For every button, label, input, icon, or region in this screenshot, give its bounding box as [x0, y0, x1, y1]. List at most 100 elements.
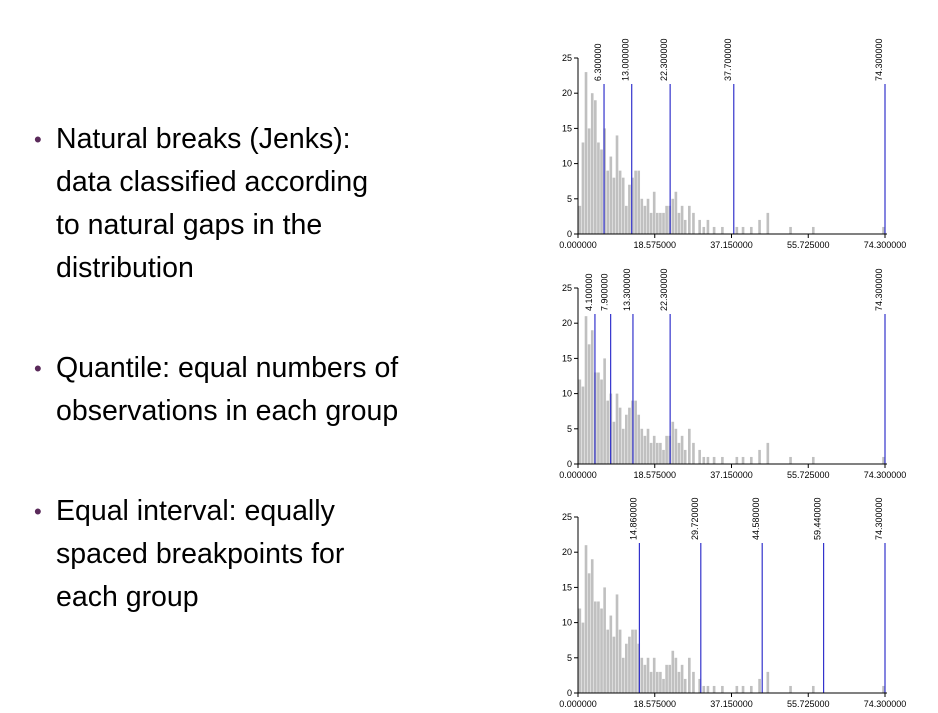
histogram-bar	[811, 456, 815, 464]
histogram-bar	[612, 636, 616, 693]
histogram-bar	[683, 219, 687, 234]
break-label: 4.100000	[584, 274, 594, 312]
histogram-bar	[625, 414, 628, 464]
y-tick-label: 20	[562, 318, 572, 328]
y-tick-label: 5	[567, 653, 572, 663]
y-tick-label: 10	[562, 159, 572, 169]
histogram-bar	[597, 372, 600, 464]
histogram-bar	[621, 657, 625, 693]
histogram-bar	[612, 177, 616, 234]
x-tick-label: 55.725000	[787, 699, 830, 709]
x-tick-label: 18.575000	[633, 699, 676, 709]
histogram-bar	[618, 407, 622, 464]
histogram-bar	[706, 456, 710, 464]
histogram-bar	[606, 400, 610, 464]
x-tick-label: 37.150000	[710, 240, 753, 250]
y-tick-label: 25	[562, 283, 572, 293]
histogram-bar	[749, 685, 753, 693]
x-tick-label: 37.150000	[710, 699, 753, 709]
histogram-bar	[758, 219, 761, 234]
histogram-bar	[625, 643, 628, 693]
histogram-bar	[671, 650, 675, 693]
histogram-bar	[637, 643, 641, 693]
histogram-bar	[749, 226, 753, 234]
histogram-bar	[789, 685, 792, 693]
histogram-bar	[637, 170, 641, 234]
bullet-text: Natural breaks (Jenks): data classified …	[56, 123, 369, 284]
histogram-bar	[741, 456, 745, 464]
histogram-bar	[652, 435, 656, 464]
histogram-bar	[758, 678, 761, 693]
y-tick-label: 25	[562, 53, 572, 63]
histogram-bar	[584, 316, 588, 464]
histogram-bar	[735, 226, 739, 234]
histogram-bar	[615, 594, 619, 693]
histogram-bar	[637, 414, 641, 464]
histogram-bar	[789, 456, 792, 464]
histogram-bar	[615, 393, 619, 464]
histogram-bar	[590, 93, 594, 234]
histogram-bar	[665, 664, 668, 693]
histogram-bar	[618, 170, 622, 234]
y-tick-label: 20	[562, 88, 572, 98]
x-tick-label: 55.725000	[787, 470, 830, 480]
histogram-bar	[702, 226, 706, 234]
histogram-bar	[680, 664, 684, 693]
histogram-bar	[692, 212, 695, 234]
histogram-bar	[882, 226, 885, 234]
histogram-bar	[712, 456, 716, 464]
y-tick-label: 10	[562, 389, 572, 399]
y-tick-label: 5	[567, 424, 572, 434]
histogram-bar	[811, 685, 815, 693]
histogram-bar	[735, 685, 739, 693]
bullet-text: Quantile: equal numbers of observations …	[56, 352, 399, 427]
histogram-bar	[659, 212, 662, 234]
y-tick-label: 15	[562, 123, 572, 133]
x-tick-label: 18.575000	[633, 240, 676, 250]
histogram-bar	[609, 156, 613, 234]
histogram-bar	[631, 629, 634, 693]
histogram-bar	[581, 622, 585, 693]
histogram-bar	[698, 219, 701, 234]
break-label: 59.440000	[813, 498, 823, 541]
x-tick-label: 0.000000	[559, 240, 597, 250]
bullet-marker: •	[34, 356, 42, 381]
x-tick-label: 0.000000	[559, 699, 597, 709]
histogram-bar	[600, 149, 603, 234]
break-label: 44.580000	[751, 498, 761, 541]
x-tick-label: 74.300000	[864, 470, 907, 480]
histogram-bar	[578, 608, 582, 693]
histogram-equal-interval: 14.860000 29.720000 44.580000 59.440000 74.3…	[545, 497, 915, 712]
histogram-bar	[674, 428, 678, 464]
histogram-bar	[640, 198, 644, 234]
y-tick-label: 15	[562, 582, 572, 592]
x-tick-label: 0.000000	[559, 470, 597, 480]
histogram-svg: 14.860000 29.720000 44.580000 59.440000 74.3…	[559, 498, 907, 709]
histogram-bar	[649, 442, 653, 464]
histogram-svg: 6.300000 13.000000 22.300000 37.700000 74.30…	[559, 39, 906, 250]
histogram-bar	[668, 664, 672, 693]
histogram-bar	[646, 428, 650, 464]
break-label: 22.300000	[659, 39, 669, 82]
y-tick-label: 10	[562, 618, 572, 628]
histogram-bar	[634, 170, 637, 234]
histogram-bar	[578, 205, 582, 234]
histogram-bar	[643, 205, 647, 234]
histogram-bar	[618, 629, 622, 693]
x-tick-label: 74.300000	[864, 699, 907, 709]
histogram-bar	[646, 657, 650, 693]
x-tick-label: 37.150000	[710, 470, 753, 480]
histogram-bar	[683, 678, 687, 693]
break-label: 74.300000	[874, 498, 884, 541]
histogram-bar	[688, 657, 691, 693]
histogram-bar	[882, 685, 885, 693]
histogram-bar	[692, 671, 695, 693]
histogram-bar	[811, 226, 815, 234]
histogram-bar	[680, 435, 684, 464]
y-tick-label: 15	[562, 353, 572, 363]
histogram-bar	[688, 205, 691, 234]
break-label: 74.300000	[874, 269, 884, 312]
histogram-bar	[600, 379, 603, 464]
histogram-bar	[698, 678, 701, 693]
break-label: 6.300000	[593, 44, 603, 82]
